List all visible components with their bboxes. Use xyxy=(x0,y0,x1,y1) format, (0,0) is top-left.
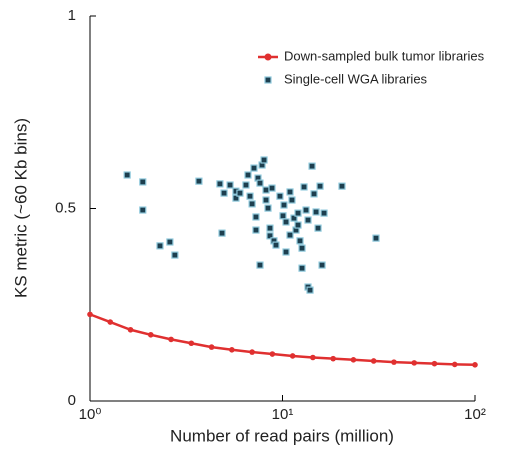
line-point xyxy=(168,336,174,343)
scatter-point xyxy=(218,229,226,237)
scatter-point xyxy=(171,251,179,259)
scatter-point xyxy=(296,237,304,245)
line-point xyxy=(310,354,316,361)
line-point xyxy=(107,319,114,325)
scatter-point xyxy=(282,218,290,226)
line-point xyxy=(188,340,195,347)
scatter-point xyxy=(308,162,316,170)
line-point xyxy=(87,311,93,318)
scatter-point xyxy=(195,177,203,185)
legend-marker xyxy=(264,76,272,84)
line-point xyxy=(451,361,458,368)
scatter-point xyxy=(314,224,322,232)
x-tick-label: 10² xyxy=(464,406,486,423)
scatter-point xyxy=(304,216,312,224)
scatter-point xyxy=(282,248,290,256)
scatter-point xyxy=(246,192,254,200)
scatter-point xyxy=(312,208,320,216)
line-point xyxy=(411,360,418,366)
line-point xyxy=(229,346,235,353)
scatter-point xyxy=(266,232,274,240)
line-point xyxy=(350,357,357,363)
scatter-point xyxy=(298,244,306,252)
legend-label: Down-sampled bulk tumor libraries xyxy=(284,48,485,63)
scatter-point xyxy=(372,234,380,242)
legend-label: Single-cell WGA libraries xyxy=(284,71,428,86)
scatter-point xyxy=(286,231,294,239)
scatter-point xyxy=(300,183,308,191)
line-point xyxy=(289,353,296,359)
scatter-point xyxy=(298,264,306,272)
scatter-point xyxy=(262,196,270,204)
scatter-point xyxy=(288,196,296,204)
scatter-point xyxy=(226,181,234,189)
scatter-point xyxy=(236,189,244,197)
line-point xyxy=(249,349,255,355)
line-point xyxy=(269,351,276,357)
x-tick-label: 10¹ xyxy=(272,406,294,423)
scatter-point xyxy=(268,184,276,192)
scatter-point xyxy=(266,224,274,232)
scatter-point xyxy=(260,156,268,164)
scatter-point xyxy=(279,212,287,220)
scatter-point xyxy=(216,180,224,188)
line-point xyxy=(127,326,134,333)
y-axis-label: KS metric (~60 Kb bins) xyxy=(11,118,30,298)
scatter-point xyxy=(306,286,314,294)
scatter-point xyxy=(139,178,147,186)
scatter-point xyxy=(318,261,326,269)
scatter-point xyxy=(123,171,131,179)
scatter-point xyxy=(252,213,260,221)
line xyxy=(89,313,476,367)
line-point xyxy=(147,331,154,338)
y-tick-label: 0 xyxy=(68,392,76,409)
scatter-point xyxy=(250,164,258,172)
scatter-point xyxy=(166,238,174,246)
line-point xyxy=(208,344,215,350)
legend-marker xyxy=(264,53,272,61)
scatter-point xyxy=(290,214,298,222)
line-point xyxy=(370,358,377,364)
scatter-point xyxy=(338,182,346,190)
scatter-point xyxy=(280,201,288,209)
line-point xyxy=(391,359,397,365)
scatter-point xyxy=(256,261,264,269)
scatter-point xyxy=(242,181,250,189)
scatter-point xyxy=(252,226,260,234)
x-tick-label: 10⁰ xyxy=(79,406,102,423)
scatter-point xyxy=(262,186,270,194)
y-tick-label: 1 xyxy=(68,7,76,24)
scatter-point xyxy=(248,200,256,208)
line-point xyxy=(431,360,438,367)
scatter-point xyxy=(310,190,318,198)
scatter-point xyxy=(302,206,310,214)
scatter-point xyxy=(294,209,302,217)
scatter-point xyxy=(244,171,252,179)
x-axis-label: Number of read pairs (million) xyxy=(170,426,394,445)
scatter-point xyxy=(316,182,324,190)
y-tick-label: 0.5 xyxy=(55,199,76,216)
scatter-point xyxy=(139,206,147,214)
scatter-point xyxy=(276,192,284,200)
scatter-point xyxy=(272,241,280,249)
scatter-point xyxy=(232,194,240,202)
scatter-point xyxy=(256,179,264,187)
line-point xyxy=(472,362,478,368)
scatter-point xyxy=(286,188,294,196)
scatter-point xyxy=(220,189,228,197)
scatter-point xyxy=(320,209,328,217)
line-point xyxy=(330,355,336,362)
scatter-point xyxy=(264,204,272,212)
scatter-point xyxy=(294,221,302,229)
scatter-point xyxy=(156,242,164,250)
